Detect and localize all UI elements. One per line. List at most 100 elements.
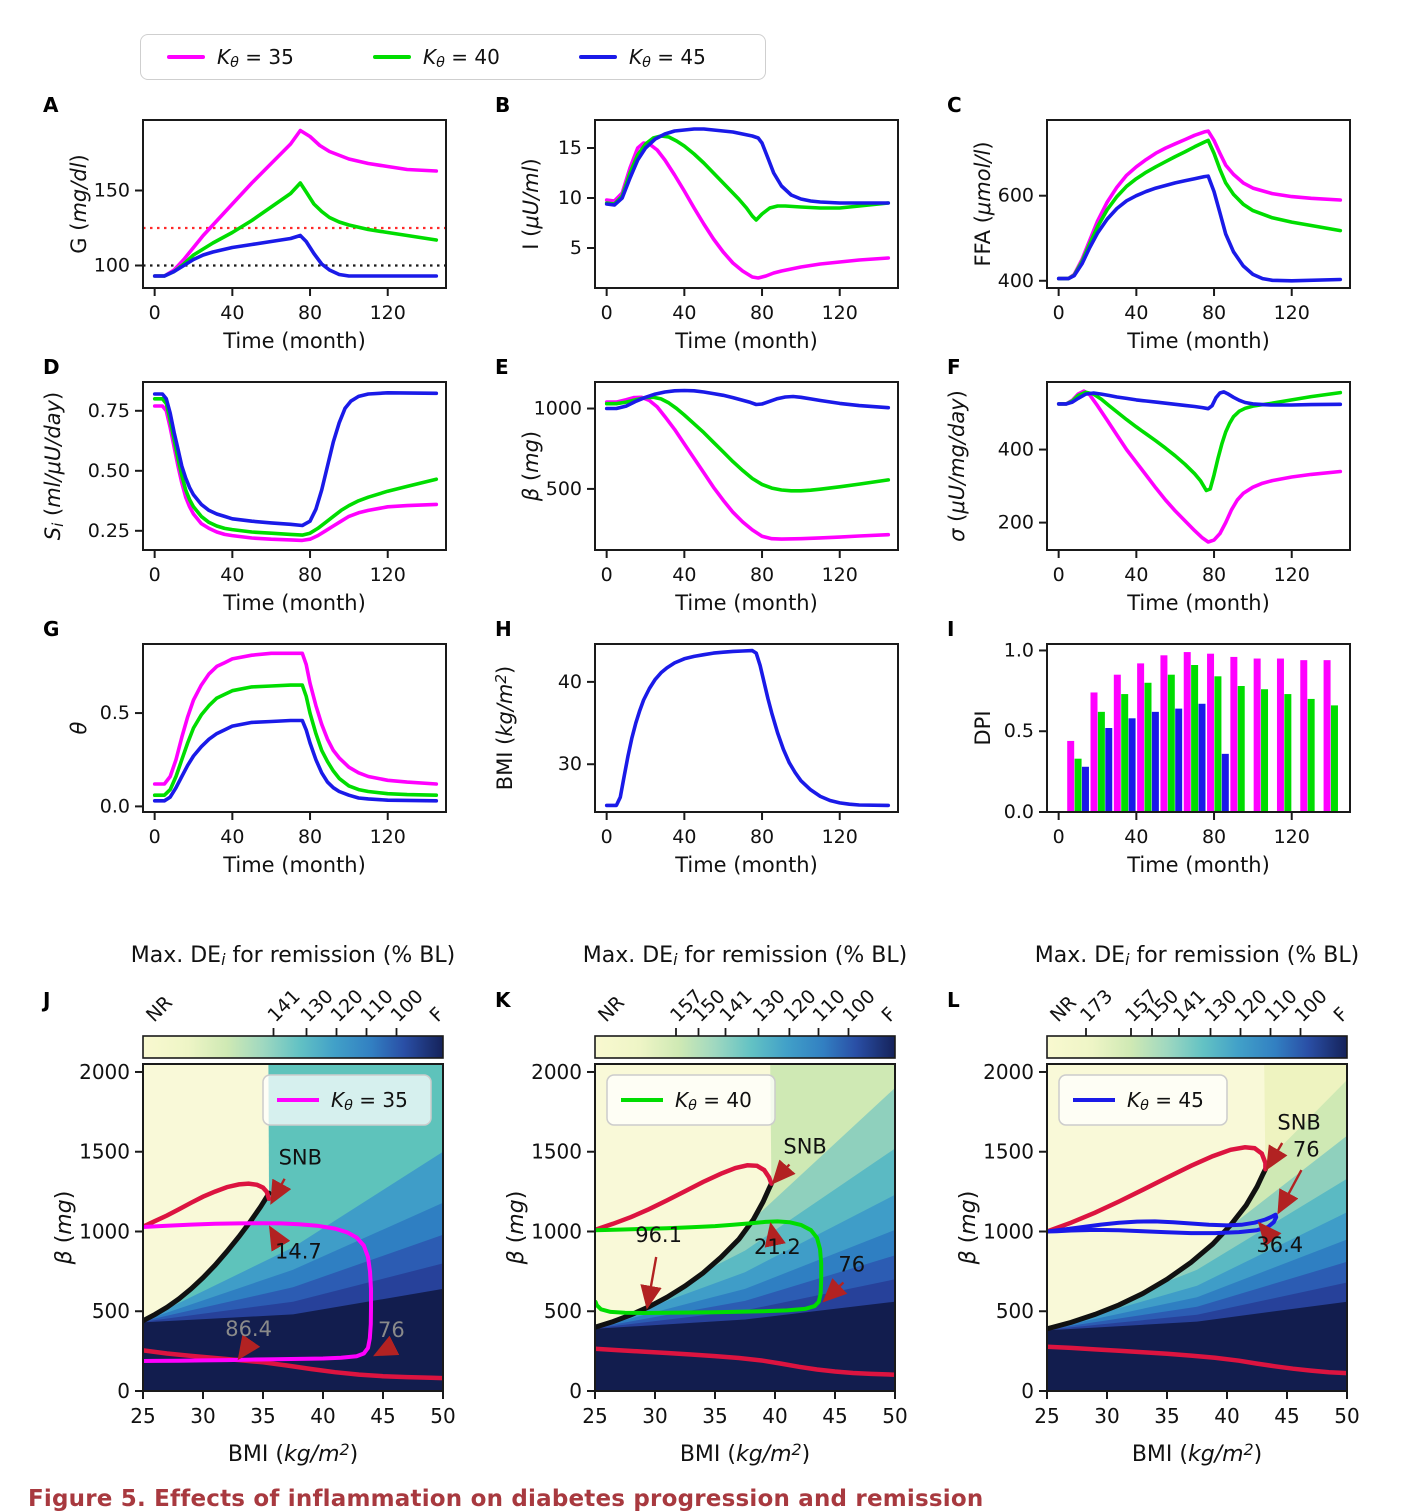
- y-axis-label: DPI: [971, 710, 995, 745]
- axes-box: [594, 643, 899, 813]
- colorbar-tick-label: NR: [594, 992, 629, 1027]
- panel-A: 0 40 80 120 100 150 Time (month) G (mg/dl): [67, 119, 447, 353]
- y-tick-label: 1500: [531, 1140, 582, 1164]
- x-axis-label: Time (month): [222, 853, 366, 877]
- y-axis-label: θ: [67, 721, 91, 734]
- colorbar-title: Max. DEi for remission (% BL): [583, 943, 907, 969]
- svg-text:Kθ = 45: Kθ = 45: [629, 45, 706, 70]
- series-Ktheta45: [1056, 174, 1343, 283]
- x-axis-label: Time (month): [674, 329, 818, 353]
- annotation-arrow: [269, 1225, 291, 1252]
- contour-band-7: [1047, 1301, 1347, 1391]
- bar-Ktheta40-t142: [1330, 705, 1338, 812]
- x-axis-label: BMI (kg/m2): [228, 1440, 358, 1467]
- bar-Ktheta35-t82: [1207, 653, 1215, 812]
- annotation-arrow: [822, 1278, 848, 1303]
- plot-area-F: [1056, 389, 1343, 544]
- annotation-arrow: [237, 1334, 261, 1361]
- panel-letter-F: F: [947, 355, 961, 379]
- annotation-arrow: [640, 1256, 662, 1310]
- panel-D: 0 40 80 120 0.25 0.50 0.75 Time (month) Si (ml/μ…: [41, 381, 447, 615]
- x-tick-label: 40: [220, 564, 244, 586]
- bar-Ktheta40-t94: [1237, 686, 1245, 812]
- x-tick-label: 30: [642, 1404, 667, 1428]
- x-axis-label: Time (month): [1126, 591, 1270, 615]
- y-tick-label: 500: [546, 478, 582, 500]
- y-tick-label: 0.50: [88, 460, 130, 482]
- series-Ktheta45: [604, 127, 891, 207]
- x-tick-label: 40: [672, 302, 696, 324]
- panel-J: Max. DEi for remission (% BL)NR 141130120…: [52, 943, 456, 1467]
- bar-Ktheta45-t22: [1105, 728, 1113, 812]
- bar-Ktheta40-t58: [1167, 674, 1175, 812]
- y-tick-label: 0: [117, 1379, 130, 1403]
- panel-legend-box: [606, 1074, 776, 1126]
- x-tick-label: 40: [1124, 826, 1148, 848]
- series-BMI: [604, 648, 891, 808]
- colorbar-tick-label: F: [1329, 1003, 1352, 1026]
- x-axis-label: BMI (kg/m2): [1132, 1440, 1262, 1467]
- plot-area-G: [152, 651, 439, 803]
- bar-Ktheta45-t70: [1198, 703, 1206, 812]
- x-tick-label: 50: [430, 1404, 455, 1428]
- legend-line-swatch: [167, 55, 205, 59]
- contour-band-4: [143, 1288, 443, 1391]
- unstable-branch-lower: [595, 1346, 895, 1377]
- x-tick-label: 35: [1154, 1404, 1179, 1428]
- trajectory: [1047, 1212, 1279, 1236]
- bar-Ktheta35-t10: [1067, 740, 1075, 812]
- series-Ktheta35: [604, 141, 891, 280]
- series-Ktheta35: [152, 651, 439, 786]
- x-tick-label: 120: [370, 826, 406, 848]
- unstable-branch-upper: [1047, 1145, 1268, 1234]
- y-axis-label: Si (ml/μU/day): [41, 392, 67, 540]
- plot-area-A: [143, 128, 446, 278]
- colorbar-title: Max. DEi for remission (% BL): [131, 943, 455, 969]
- x-tick-label: 80: [298, 826, 322, 848]
- annotation-14.7: 14.7: [275, 1240, 322, 1264]
- plot-area-D: [152, 391, 439, 543]
- y-axis-label: β (mg): [956, 1191, 981, 1266]
- snb-curve: [143, 1190, 272, 1324]
- annotation-76: 76: [1293, 1138, 1320, 1162]
- x-tick-label: 0: [1053, 826, 1065, 848]
- plot-area-L: [1047, 1064, 1347, 1391]
- x-tick-label: 0: [601, 826, 613, 848]
- panel-legend-label: Kθ = 45: [1127, 1088, 1204, 1114]
- x-tick-label: 0: [601, 564, 613, 586]
- figure-caption: Figure 5. Effects of inflammation on dia…: [28, 1486, 984, 1512]
- y-axis-label: β (mg): [52, 1191, 77, 1266]
- x-tick-label: 120: [370, 302, 406, 324]
- series-Ktheta45: [152, 718, 439, 803]
- x-tick-label: 80: [298, 564, 322, 586]
- panel-legend-label: Kθ = 35: [331, 1088, 408, 1114]
- bar-Ktheta40-t118: [1284, 694, 1292, 812]
- series-Ktheta35: [152, 128, 439, 278]
- y-tick-label: 0.5: [1004, 720, 1034, 742]
- panel-letter-J: J: [43, 988, 51, 1012]
- annotation-SNB: SNB: [783, 1134, 826, 1158]
- colorbar-tick-label: F: [877, 1003, 900, 1026]
- axes-box: [142, 643, 447, 813]
- x-tick-label: 40: [310, 1404, 335, 1428]
- series-Ktheta40: [152, 397, 439, 537]
- x-axis-label: Time (month): [222, 329, 366, 353]
- y-tick-label: 500: [92, 1299, 130, 1323]
- colorbar-tick-label: 100: [386, 985, 427, 1026]
- panel-E: 0 40 80 120 500 1000 Time (month) β (mg): [519, 381, 899, 615]
- x-tick-label: 120: [822, 826, 858, 848]
- colorbar-tick-label: 141: [1169, 985, 1210, 1026]
- series-Ktheta40: [1056, 390, 1343, 493]
- x-tick-label: 25: [130, 1404, 155, 1428]
- panel-F: 0 40 80 120 200 400 Time (month) σ (μU/mg/day): [945, 381, 1351, 615]
- panel-legend-box: [1058, 1074, 1228, 1126]
- y-tick-label: 0.75: [88, 400, 130, 422]
- y-tick-label: 500: [544, 1299, 582, 1323]
- x-tick-label: 0: [1053, 302, 1065, 324]
- colorbar-tick-label: 173: [1076, 985, 1117, 1026]
- x-tick-label: 40: [762, 1404, 787, 1428]
- bar-Ktheta35-t46: [1137, 663, 1145, 812]
- bar-Ktheta35-t106: [1253, 658, 1261, 812]
- legend-entry-1: Kθ = 40: [373, 44, 533, 70]
- y-axis-label: I (μU/ml): [519, 158, 543, 249]
